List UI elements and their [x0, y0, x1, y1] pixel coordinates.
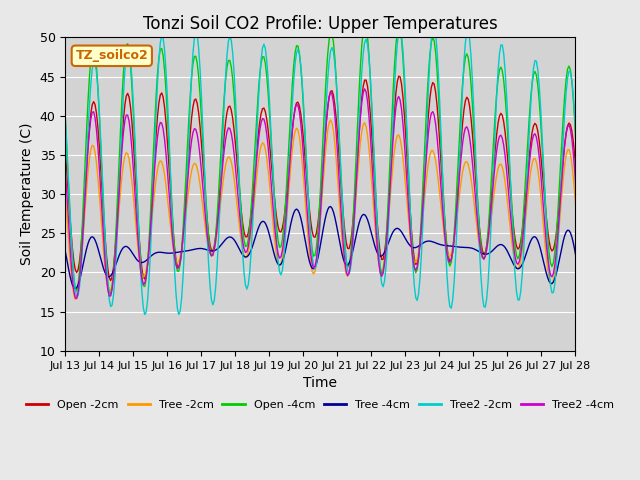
Tree2 -2cm	[532, 58, 540, 64]
Tree -2cm	[532, 159, 540, 165]
Tree2 -4cm	[342, 269, 350, 275]
Open -4cm	[80, 192, 88, 198]
Line: Tree2 -2cm: Tree2 -2cm	[65, 25, 609, 314]
Open -2cm	[395, 73, 403, 79]
Open -4cm	[61, 114, 69, 120]
Open -2cm	[604, 132, 611, 138]
Tree -2cm	[605, 190, 612, 196]
Tree -4cm	[604, 241, 611, 247]
Tree -4cm	[97, 256, 104, 262]
Tree2 -2cm	[141, 312, 148, 317]
Open -4cm	[107, 291, 115, 297]
Tree -4cm	[605, 248, 612, 254]
Tree2 -2cm	[605, 114, 612, 120]
Line: Open -4cm: Open -4cm	[65, 24, 609, 294]
Tree2 -4cm	[61, 165, 69, 171]
Open -4cm	[532, 72, 540, 78]
Open -4cm	[604, 89, 611, 95]
Open -2cm	[61, 148, 69, 154]
Line: Tree -2cm: Tree -2cm	[65, 120, 609, 299]
Open -2cm	[80, 208, 88, 214]
Open -4cm	[361, 21, 369, 27]
Tree -2cm	[604, 172, 611, 178]
Line: Open -2cm: Open -2cm	[65, 76, 609, 280]
Open -4cm	[605, 114, 612, 120]
Tree2 -2cm	[61, 114, 69, 120]
Tree -4cm	[531, 234, 539, 240]
Open -2cm	[97, 165, 104, 170]
Legend: Open -2cm, Tree -2cm, Open -4cm, Tree -4cm, Tree2 -2cm, Tree2 -4cm: Open -2cm, Tree -2cm, Open -4cm, Tree -4…	[22, 396, 618, 414]
Y-axis label: Soil Temperature (C): Soil Temperature (C)	[20, 123, 34, 265]
Text: TZ_soilco2: TZ_soilco2	[76, 49, 148, 62]
Tree -4cm	[580, 288, 588, 294]
Tree2 -2cm	[430, 23, 438, 28]
Tree -4cm	[342, 262, 350, 268]
Open -4cm	[452, 210, 460, 216]
Tree2 -4cm	[452, 222, 460, 228]
Tree2 -2cm	[452, 256, 460, 262]
Tree -2cm	[61, 190, 69, 196]
Tree2 -4cm	[81, 192, 89, 198]
Tree2 -4cm	[605, 165, 612, 171]
Tree -2cm	[344, 273, 351, 279]
Title: Tonzi Soil CO2 Profile: Upper Temperatures: Tonzi Soil CO2 Profile: Upper Temperatur…	[143, 15, 497, 33]
Tree -4cm	[80, 259, 88, 264]
Line: Tree -4cm: Tree -4cm	[65, 206, 609, 291]
Tree -4cm	[450, 243, 458, 249]
Open -2cm	[452, 221, 460, 227]
Tree -2cm	[327, 117, 335, 123]
Tree -4cm	[327, 204, 335, 209]
Open -2cm	[342, 240, 350, 245]
Tree2 -2cm	[97, 137, 104, 143]
Open -2cm	[605, 148, 612, 154]
Tree2 -2cm	[342, 257, 350, 263]
Tree -2cm	[81, 206, 89, 212]
X-axis label: Time: Time	[303, 376, 337, 390]
Tree2 -4cm	[361, 86, 369, 92]
Tree2 -4cm	[532, 134, 540, 140]
Open -4cm	[342, 257, 350, 263]
Line: Tree2 -4cm: Tree2 -4cm	[65, 89, 609, 299]
Tree2 -2cm	[604, 93, 611, 98]
Tree -4cm	[61, 248, 69, 254]
Tree2 -4cm	[73, 296, 81, 301]
Tree -2cm	[71, 296, 79, 302]
Open -2cm	[107, 277, 115, 283]
Tree2 -4cm	[99, 213, 106, 219]
Open -4cm	[97, 143, 104, 148]
Tree2 -2cm	[80, 219, 88, 225]
Tree -2cm	[452, 226, 460, 231]
Tree -2cm	[99, 230, 106, 236]
Open -2cm	[532, 122, 540, 128]
Tree2 -4cm	[604, 145, 611, 151]
